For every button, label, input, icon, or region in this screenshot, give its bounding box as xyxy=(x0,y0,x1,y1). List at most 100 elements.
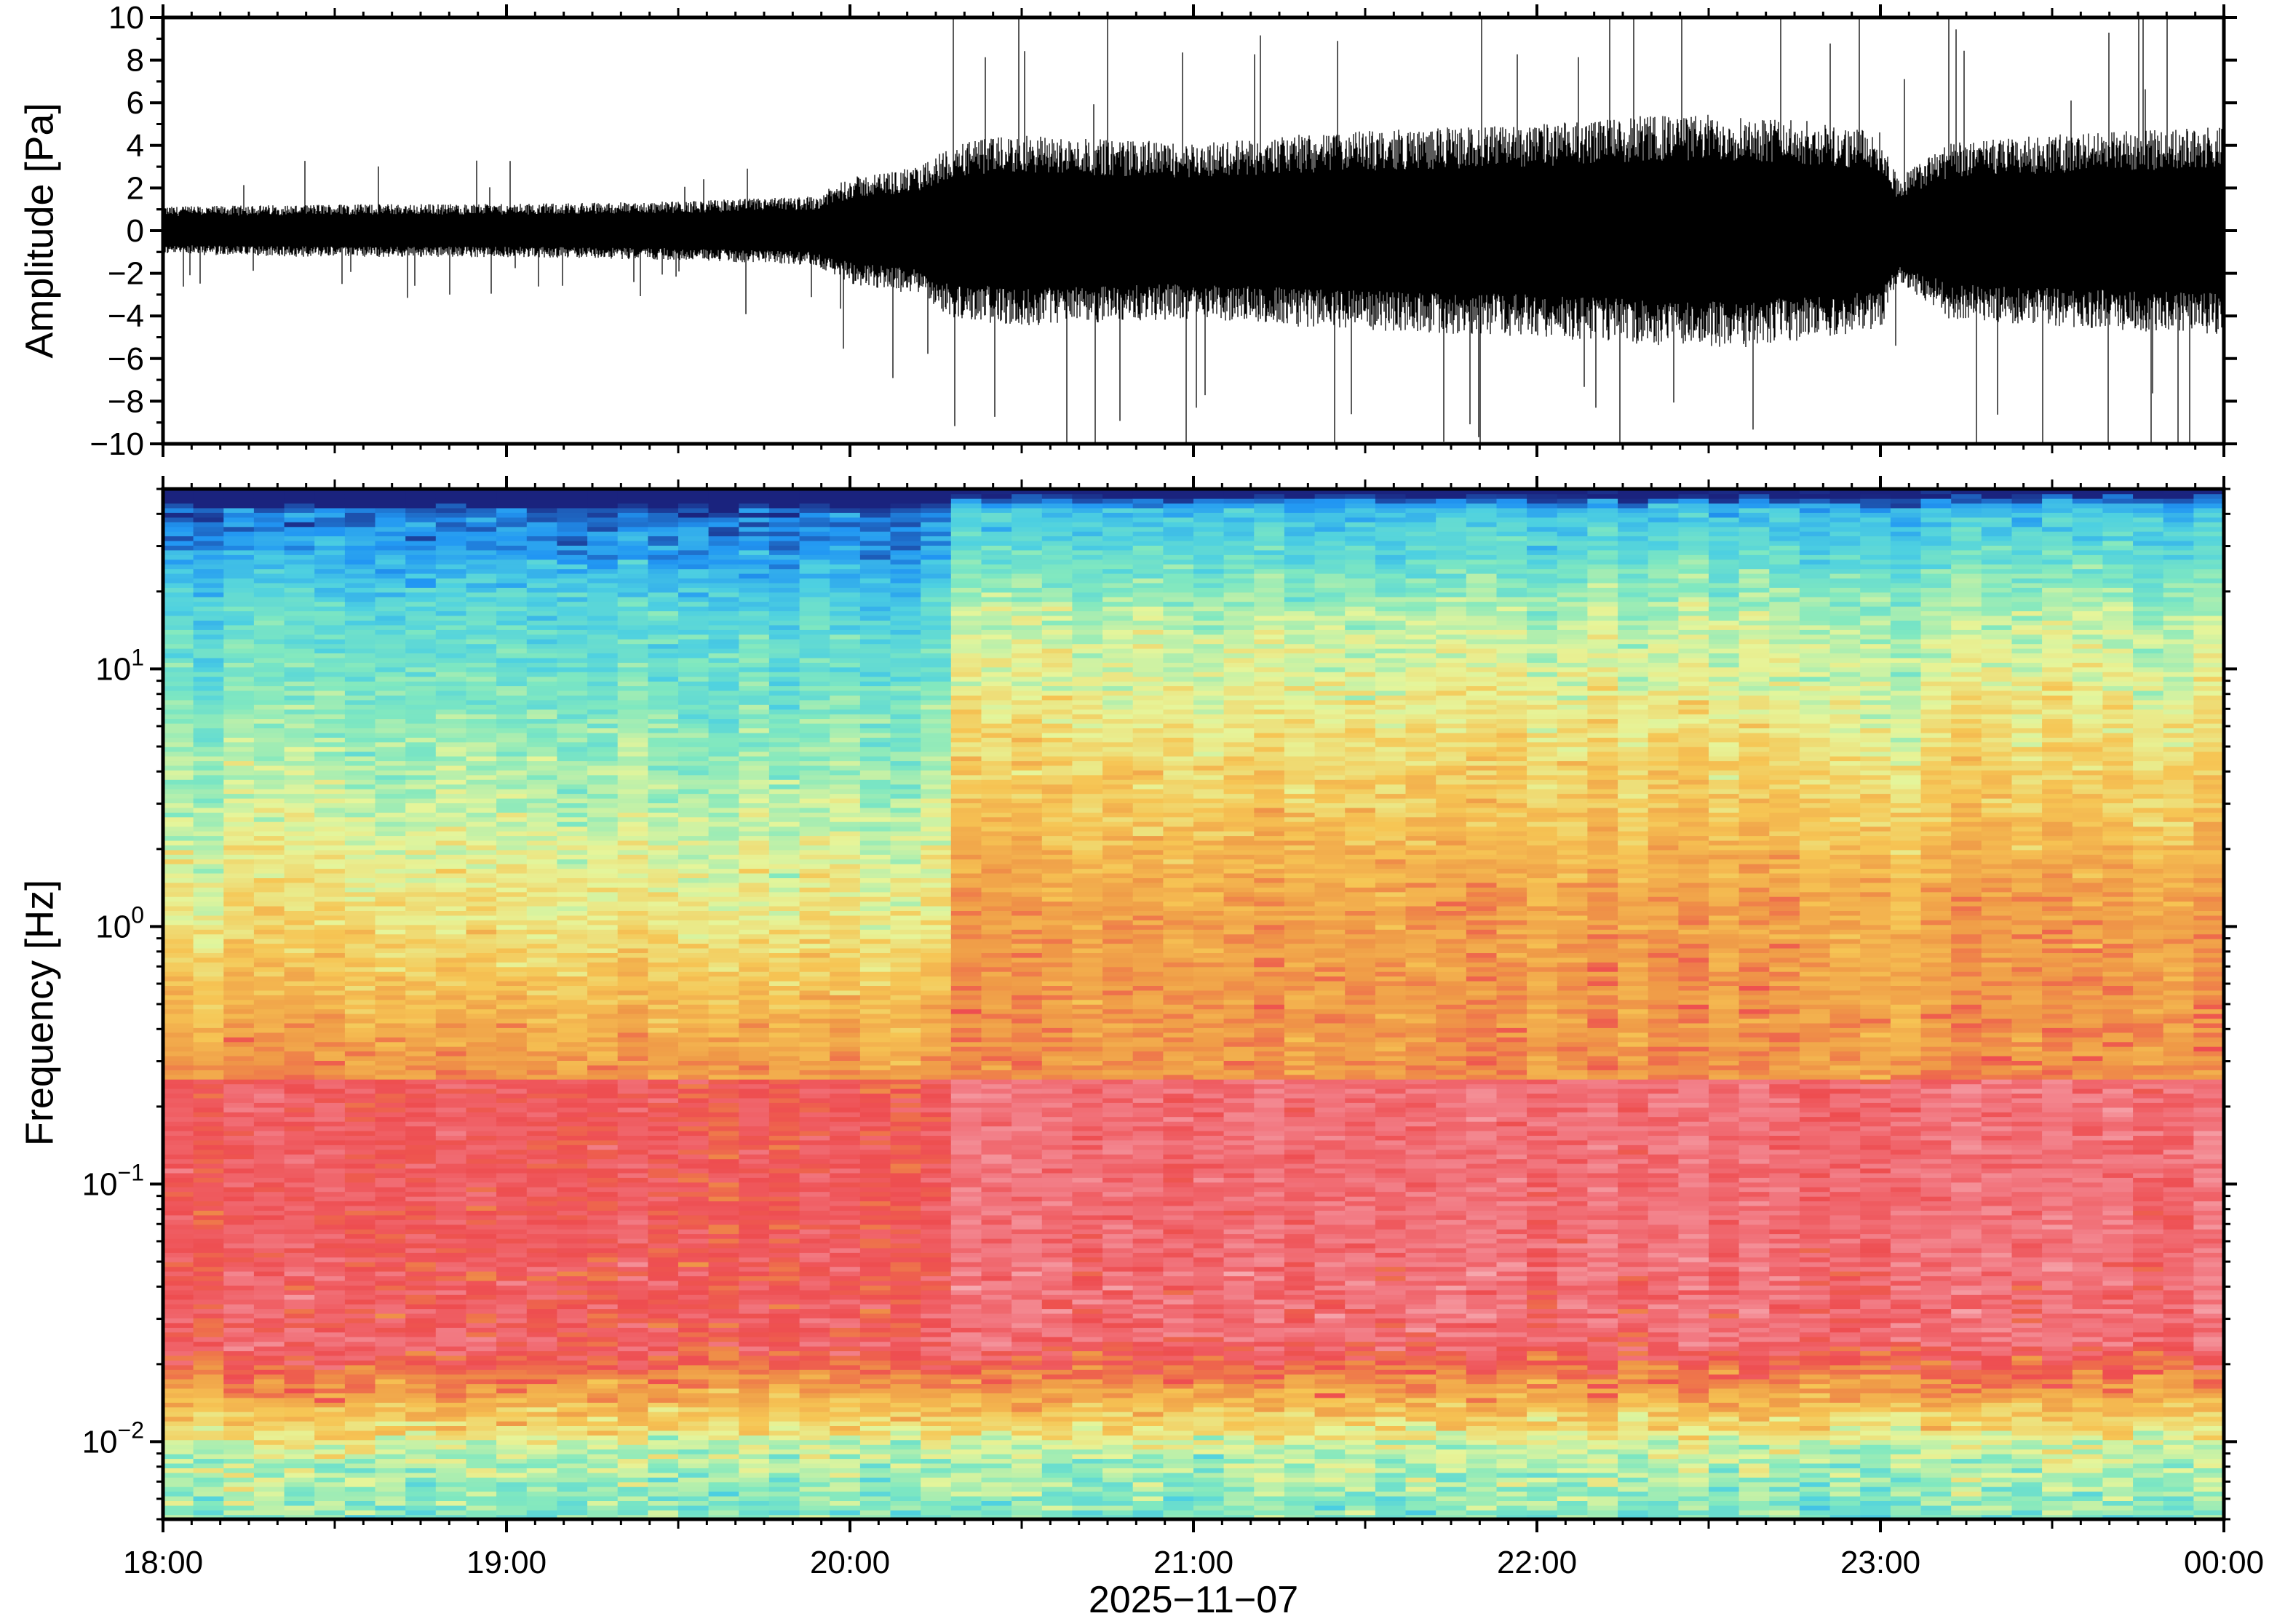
spectrogram-cell xyxy=(768,1187,800,1193)
spectrogram-cell xyxy=(678,1481,710,1487)
spectrogram-cell xyxy=(223,915,255,920)
spectrogram-cell xyxy=(830,1425,861,1431)
spectrogram-cell xyxy=(193,952,224,958)
spectrogram-cell xyxy=(678,582,710,588)
spectrogram-cell xyxy=(526,1505,558,1510)
spectrogram-cell xyxy=(830,1270,861,1277)
spectrogram-cell xyxy=(193,859,224,864)
spectrogram-cell xyxy=(526,755,558,762)
spectrogram-cell xyxy=(557,1378,588,1385)
spectrogram-cell xyxy=(163,1238,194,1243)
spectrogram-cell xyxy=(435,568,467,574)
spectrogram-cell xyxy=(799,929,830,935)
spectrogram-cell xyxy=(163,1383,194,1389)
spectrogram-cell xyxy=(344,887,376,893)
spectrogram-cell xyxy=(435,784,467,789)
spectrogram-cell xyxy=(163,517,194,522)
spectrogram-cell xyxy=(163,601,194,607)
spectrogram-cell xyxy=(708,723,739,728)
spectrogram-cell xyxy=(799,1266,830,1272)
spectrogram-cell xyxy=(678,747,710,752)
spectrogram-cell xyxy=(678,962,710,968)
spectrogram-cell xyxy=(768,1070,800,1075)
spectrogram-cell xyxy=(284,672,315,677)
spectrogram-cell xyxy=(284,648,315,653)
spectrogram-cell xyxy=(163,1191,194,1197)
spectrogram-cell xyxy=(496,1439,528,1445)
spectrogram-cell xyxy=(557,1355,588,1361)
spectrogram-cell xyxy=(830,1158,861,1164)
spectrogram-cell xyxy=(375,1224,406,1230)
spectrogram-cell xyxy=(799,797,830,803)
spectrogram-cell xyxy=(557,699,588,705)
spectrogram-cell xyxy=(344,1462,376,1468)
spectrogram-cell xyxy=(526,1364,558,1370)
spectrogram-cell xyxy=(648,1041,679,1047)
spectrogram-cell xyxy=(799,1289,830,1295)
spectrogram-cell xyxy=(587,1472,619,1478)
spectrogram-cell xyxy=(648,1294,679,1300)
spectrogram-cell xyxy=(739,985,770,991)
spectrogram-cell xyxy=(375,540,406,546)
spectrogram-cell xyxy=(587,1074,619,1080)
spectrogram-cell xyxy=(496,830,528,837)
spectrogram-cell xyxy=(496,1055,528,1061)
spectrogram-cell xyxy=(678,1195,710,1202)
spectrogram-cell xyxy=(435,653,467,658)
spectrogram-cell xyxy=(496,1393,528,1398)
spectrogram-cell xyxy=(557,695,588,701)
spectrogram-cell xyxy=(193,1360,224,1366)
spectrogram-cell xyxy=(466,1439,497,1445)
spectrogram-cell xyxy=(496,797,528,803)
spectrogram-cell xyxy=(253,887,285,893)
spectrogram-cell xyxy=(830,1252,861,1258)
spectrogram-cell xyxy=(163,1364,194,1370)
spectrogram-cell xyxy=(314,1289,346,1295)
spectrogram-cell xyxy=(435,840,467,845)
spectrogram-cell xyxy=(253,1093,285,1099)
spectrogram-cell xyxy=(405,1406,437,1412)
spectrogram-cell xyxy=(617,835,649,841)
spectrogram-cell xyxy=(405,812,437,818)
spectrogram-cell xyxy=(799,1369,830,1375)
spectrogram-cell xyxy=(405,849,437,855)
spectrogram-cell xyxy=(739,1360,770,1366)
spectrogram-cell xyxy=(617,1041,649,1047)
spectrogram-cell xyxy=(678,1294,710,1300)
spectrogram-cell xyxy=(405,929,437,935)
spectrogram-cell xyxy=(193,910,224,916)
spectrogram-cell xyxy=(496,1270,528,1277)
spectrogram-cell xyxy=(253,1135,285,1141)
spectrogram-cell xyxy=(253,1041,285,1047)
spectrogram-cell xyxy=(193,741,224,747)
spectrogram-cell xyxy=(617,573,649,579)
spectrogram-cell xyxy=(768,1318,800,1324)
spectrogram-cell xyxy=(223,615,255,621)
spectrogram-cell xyxy=(344,765,376,771)
spectrogram-cell xyxy=(466,1172,497,1178)
spectrogram-cell xyxy=(768,1214,800,1220)
spectrogram-cell xyxy=(587,587,619,593)
spectrogram-cell xyxy=(375,657,406,663)
spectrogram-cell xyxy=(587,1458,619,1464)
spectrogram-cell xyxy=(648,957,679,963)
spectrogram-cell xyxy=(799,1070,830,1075)
spectrogram-cell xyxy=(314,639,346,645)
spectrogram-cell xyxy=(344,573,376,579)
spectrogram-cell xyxy=(526,1266,558,1272)
spectrogram-cell xyxy=(375,582,406,588)
spectrogram-cell xyxy=(344,943,376,949)
spectrogram-cell xyxy=(496,1383,528,1389)
spectrogram-cell xyxy=(678,1449,710,1454)
spectrogram-cell xyxy=(496,1130,528,1136)
spectrogram-cell xyxy=(678,554,710,560)
spectrogram-cell xyxy=(163,1149,194,1155)
spectrogram-cell xyxy=(344,891,376,897)
spectrogram-cell xyxy=(314,549,346,555)
spectrogram-cell xyxy=(648,947,679,953)
spectrogram-cell xyxy=(708,830,739,837)
spectrogram-cell xyxy=(768,1074,800,1080)
spectrogram-cell xyxy=(768,615,800,621)
spectrogram-cell xyxy=(768,755,800,762)
spectrogram-cell xyxy=(284,610,315,616)
